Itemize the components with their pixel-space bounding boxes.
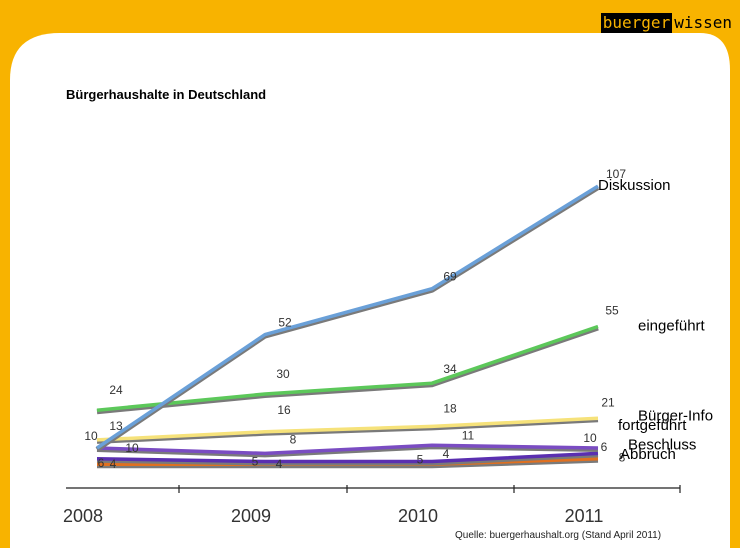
data-label: 11 bbox=[462, 428, 475, 442]
data-label: 10 bbox=[583, 431, 597, 445]
series-line bbox=[96, 451, 599, 464]
series-name-label: Diskussion bbox=[598, 177, 671, 194]
data-label: 4 bbox=[443, 447, 450, 461]
data-label: 21 bbox=[601, 395, 615, 409]
data-label: 10 bbox=[84, 429, 98, 443]
x-tick-label: 2011 bbox=[565, 506, 604, 526]
series-line bbox=[96, 416, 599, 442]
data-label: 69 bbox=[443, 270, 457, 284]
data-label: 34 bbox=[443, 362, 457, 376]
series-name-label: Beschluss bbox=[628, 436, 696, 453]
brand-logo-part1: buerger bbox=[600, 13, 673, 33]
data-label: 107 bbox=[606, 167, 626, 181]
data-label: 55 bbox=[605, 304, 619, 318]
series-name-label: Bürger-Info bbox=[638, 407, 713, 424]
x-tick-label: 2009 bbox=[231, 506, 271, 526]
series-line bbox=[96, 184, 599, 450]
series-line-shadow bbox=[95, 185, 600, 452]
data-label: 52 bbox=[278, 316, 292, 330]
series-line bbox=[96, 324, 599, 412]
brand-logo: buerger wissen bbox=[600, 12, 734, 34]
series-name-label: eingeführt bbox=[638, 318, 706, 335]
data-label: 13 bbox=[109, 419, 123, 433]
x-tick-label: 2010 bbox=[398, 506, 438, 526]
chart-title: Bürgerhaushalte in Deutschland bbox=[66, 87, 267, 102]
data-label: 18 bbox=[443, 401, 457, 415]
data-label: 6 bbox=[601, 440, 608, 454]
series-name-label: fortgeführt bbox=[618, 417, 687, 434]
data-label: 5 bbox=[252, 455, 259, 469]
data-label: 4 bbox=[276, 457, 283, 471]
data-label: 5 bbox=[417, 453, 424, 467]
x-tick-label: 2008 bbox=[63, 506, 103, 526]
data-label: 24 bbox=[109, 383, 123, 397]
data-label: 30 bbox=[276, 367, 290, 381]
data-label: 4 bbox=[110, 457, 117, 471]
brand-logo-part2: wissen bbox=[674, 13, 732, 32]
source-note: Quelle: buergerhaushalt.org (Stand April… bbox=[455, 530, 662, 541]
series-line bbox=[96, 443, 599, 456]
data-label: 16 bbox=[277, 403, 291, 417]
data-label: 6 bbox=[98, 456, 105, 470]
data-label: 8 bbox=[619, 450, 626, 464]
data-label: 10 bbox=[125, 441, 139, 455]
data-label: 8 bbox=[290, 432, 297, 446]
series-name-label: Abbruch bbox=[620, 446, 676, 463]
